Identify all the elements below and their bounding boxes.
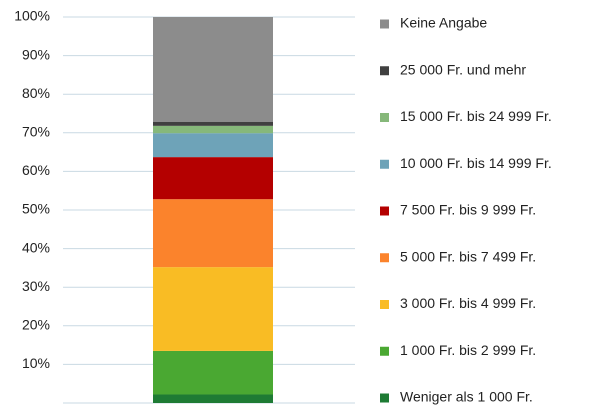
bar-segment [153, 133, 273, 158]
bar-segment [153, 17, 273, 122]
bar-segment [153, 394, 273, 403]
bar-segment [153, 125, 273, 134]
legend-label: 7 500 Fr. bis 9 999 Fr. [400, 202, 536, 218]
legend-label: Weniger als 1 000 Fr. [400, 389, 533, 405]
legend-swatch [380, 393, 389, 403]
legend-swatch [380, 66, 389, 76]
legend-label: 5 000 Fr. bis 7 499 Fr. [400, 248, 536, 264]
y-tick-label: 50% [22, 201, 50, 217]
y-tick-label: 70% [22, 124, 50, 140]
y-tick-label: 60% [22, 162, 50, 178]
y-tick-label: 20% [22, 317, 50, 333]
legend-swatch [380, 206, 389, 216]
legend-label: 3 000 Fr. bis 4 999 Fr. [400, 295, 536, 311]
legend-swatch [380, 113, 389, 122]
legend-swatch [380, 159, 389, 169]
legend-label: 1 000 Fr. bis 2 999 Fr. [400, 342, 536, 358]
bar-segment [153, 199, 273, 268]
legend-label: Keine Angabe [400, 15, 487, 31]
legend-label: 25 000 Fr. und mehr [400, 61, 526, 77]
legend-swatch [380, 19, 389, 29]
legend-swatch [380, 346, 389, 356]
y-tick-label: 40% [22, 239, 50, 255]
legend-swatch [380, 253, 389, 263]
legend-swatch [380, 300, 389, 309]
bar-segment [153, 157, 273, 200]
y-tick-label: 30% [22, 278, 50, 294]
legend-label: 15 000 Fr. bis 24 999 Fr. [400, 108, 552, 124]
y-tick-label: 90% [22, 46, 50, 62]
legend-label: 10 000 Fr. bis 14 999 Fr. [400, 155, 552, 171]
bar-segment [153, 121, 273, 126]
y-tick-label: 10% [22, 355, 50, 371]
bar-segment [153, 350, 273, 395]
y-tick-label: 100% [14, 8, 50, 24]
y-tick-label: 80% [22, 85, 50, 101]
bar-segment [153, 267, 273, 351]
